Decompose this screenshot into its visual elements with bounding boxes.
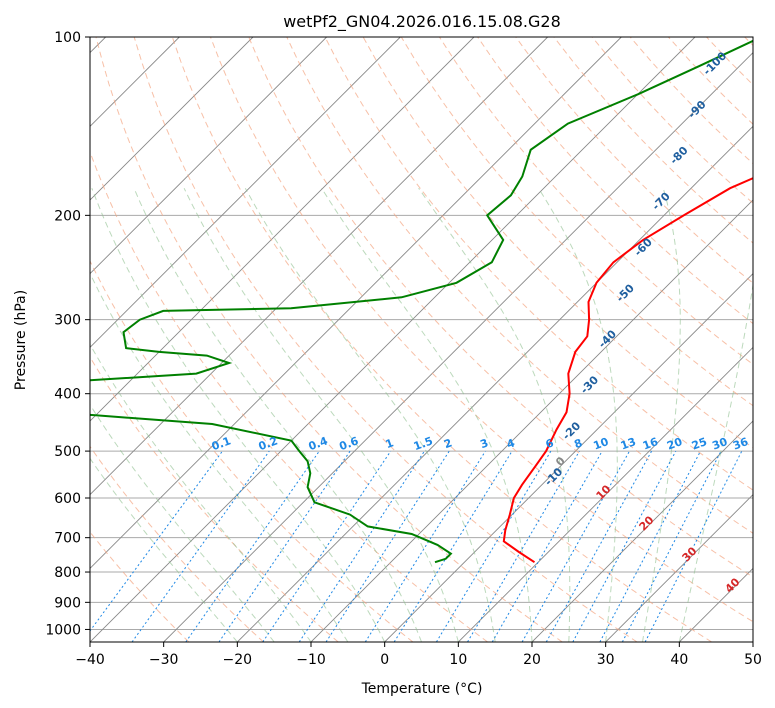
y-tick-label: 300 [54, 313, 81, 329]
mixing-ratio-label: 13 [619, 435, 638, 452]
mixing-ratio-line [90, 450, 223, 632]
dry-adiabat-line [90, 445, 264, 642]
isotherm-line [605, 494, 753, 642]
mixing-ratio-line [572, 450, 677, 642]
moist-adiabat-line [642, 188, 681, 642]
x-tick-label: −30 [149, 652, 179, 668]
moist-adiabat-line [538, 187, 618, 642]
mixing-ratio-label: 20 [665, 435, 684, 453]
mixing-ratio-line [393, 450, 513, 642]
series-layer [90, 39, 753, 564]
isotherm-line [90, 37, 401, 348]
mixing-ratio-line [491, 450, 603, 642]
moist-adiabat-line [133, 188, 422, 642]
y-tick-label: 900 [54, 595, 81, 611]
isotherm-line [90, 37, 475, 422]
x-tick-label: 20 [523, 652, 541, 668]
x-tick-label: 40 [670, 652, 688, 668]
isotherm-line [237, 125, 753, 642]
dry-adiabat-line [515, 37, 753, 284]
isotherm-line [90, 37, 254, 201]
dewpoint-trace [90, 39, 753, 564]
x-tick-label: 30 [597, 652, 615, 668]
moist-adiabat-line [678, 282, 753, 642]
dry-adiabat-line [95, 37, 563, 642]
x-tick-label: 0 [380, 652, 389, 668]
mixing-ratio-line [364, 450, 486, 642]
chart-title: wetPf2_GN04.2026.016.15.08.G28 [283, 12, 561, 32]
x-tick-label: −20 [223, 652, 253, 668]
y-tick-label: 700 [54, 531, 81, 547]
mixing-ratio-line [131, 450, 270, 642]
x-tick-label: −40 [75, 652, 105, 668]
dry-adiabat-line [133, 37, 638, 642]
x-axis-label: Temperature (°C) [361, 681, 483, 697]
mixing-ratio-label: 0.2 [257, 434, 280, 453]
moist-adiabat-line [91, 188, 386, 642]
dry-adiabat-line [90, 259, 414, 642]
mixing-ratio-label: 4 [505, 436, 517, 451]
mixing-ratio-label: 0.1 [210, 434, 233, 453]
mixing-ratio-line [185, 450, 320, 642]
mixing-ratio-label: 0.4 [307, 434, 330, 453]
mixing-ratio-label: 30 [710, 435, 729, 453]
plot-frame [89, 36, 754, 643]
dry-adiabat-line [210, 37, 753, 623]
mixing-ratio-label: 1.5 [412, 434, 435, 453]
axis-ticks: −40 −30 −20 −10 0 10 20 30 40 5010020030040050060… [45, 30, 762, 668]
dry-adiabat-line [286, 37, 753, 534]
mixing-ratio-line [521, 450, 630, 642]
y-tick-label: 600 [54, 491, 81, 507]
dry-adiabat-line [171, 37, 712, 642]
x-tick-label: 50 [744, 652, 762, 668]
y-tick-label: 500 [54, 444, 81, 460]
isotherm-line [384, 273, 753, 642]
mixing-ratio-line [325, 450, 450, 642]
y-tick-label: 200 [54, 208, 81, 224]
moist-adiabat-line [244, 187, 496, 642]
y-tick-label: 1000 [45, 622, 81, 638]
mixing-ratio-line [467, 450, 580, 642]
isotherm-line [458, 346, 753, 642]
mixing-ratio-label: 10 [592, 435, 611, 453]
temperature-trace [502, 177, 753, 564]
mixing-ratio-line [545, 450, 653, 642]
mixing-ratio-line [435, 450, 552, 642]
mixing-ratio-label: 1 [384, 436, 396, 451]
isotherm-line [90, 37, 622, 569]
y-tick-label: 100 [54, 30, 81, 46]
y-axis-label: Pressure (hPa) [13, 290, 29, 390]
mixing-ratio-label: 3 [478, 436, 490, 451]
mixing-ratio-label: 8 [572, 436, 584, 451]
dry-adiabat-line [248, 37, 753, 578]
y-tick-label: 800 [54, 565, 81, 581]
mixing-ratio-label: 36 [731, 435, 750, 453]
moist-adiabat-line [90, 457, 238, 642]
mixing-ratio-label: 6 [544, 436, 556, 451]
isotherm-line [90, 37, 327, 275]
mixing-ratio-label: 25 [690, 435, 709, 452]
isotherm-line [531, 420, 753, 642]
dry-adiabat-line [324, 37, 753, 491]
moist-adiabat-line [183, 187, 459, 642]
x-tick-label: −10 [296, 652, 326, 668]
mixing-ratio-label: 16 [641, 435, 660, 453]
isotherm-line [90, 37, 548, 496]
mixing-ratio-label: 2 [442, 436, 454, 451]
mixing-ratio-line [298, 450, 425, 642]
y-tick-label: 400 [54, 387, 81, 403]
mixing-ratio-label: 0.6 [338, 434, 361, 453]
moist-adiabat-line [321, 187, 533, 642]
isotherm-line [163, 52, 753, 642]
x-tick-label: 10 [449, 652, 467, 668]
